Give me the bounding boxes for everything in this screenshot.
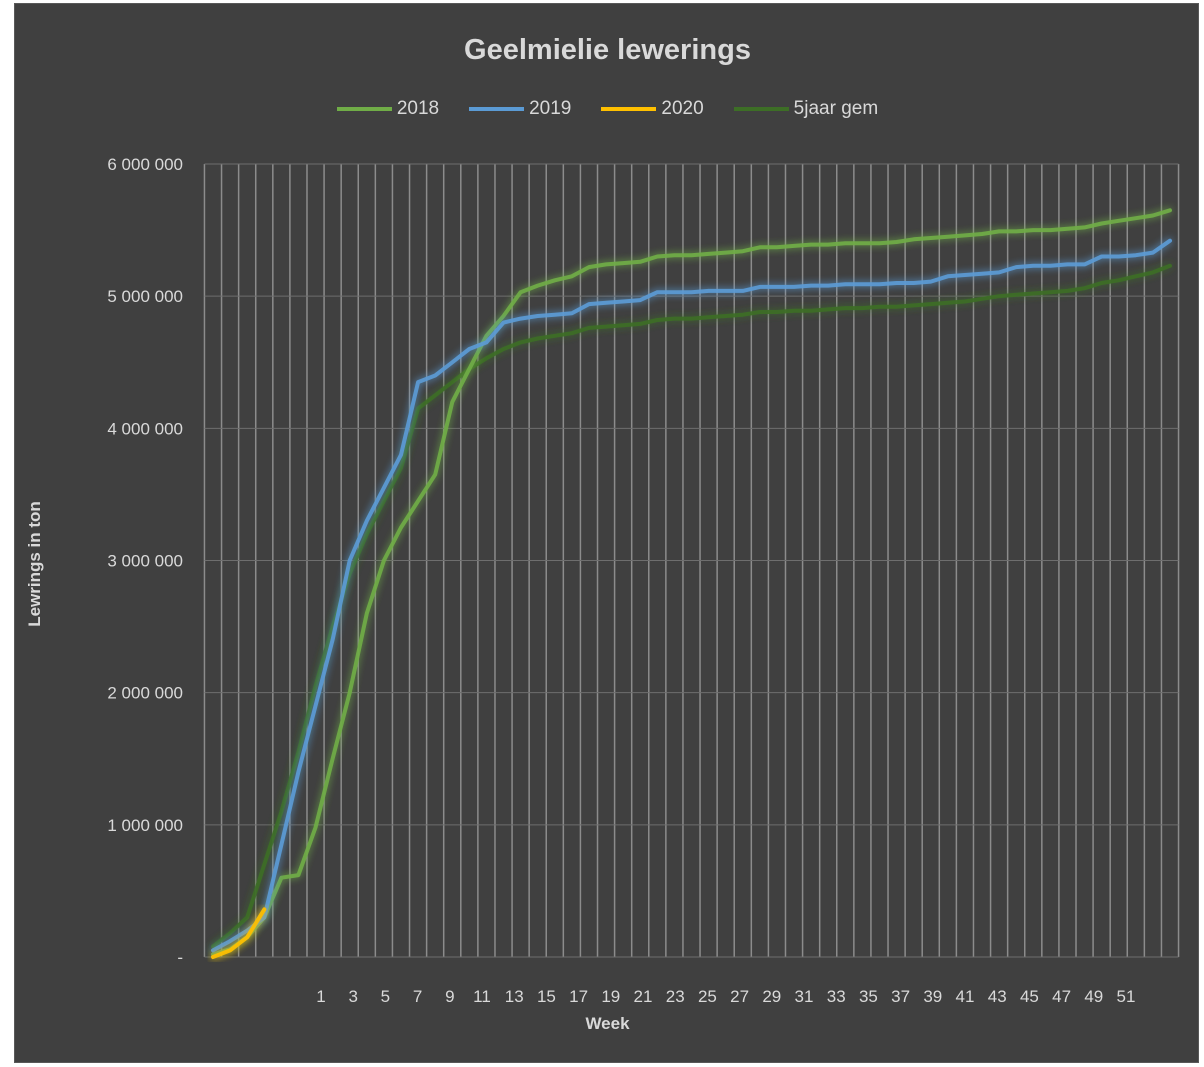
- x-tick-label: 33: [827, 987, 846, 1006]
- x-tick-label: 11: [473, 987, 491, 1006]
- legend-item-5jaar-gem: 5jaar gem: [733, 98, 879, 120]
- legend-swatch-2019: [469, 107, 525, 111]
- x-tick-label: 5: [381, 987, 390, 1006]
- legend-item-2019: 2019: [469, 98, 571, 120]
- x-tick-label: 7: [413, 987, 422, 1006]
- legend-label-5jaar-gem: 5jaar gem: [793, 98, 879, 119]
- series-line-2020: [211, 907, 267, 959]
- x-tick-label: 39: [923, 987, 942, 1006]
- x-tick-label: 23: [666, 987, 685, 1006]
- x-tick-label: 51: [1117, 987, 1136, 1006]
- x-tick-label: 45: [1020, 987, 1039, 1006]
- x-tick-label: 25: [698, 987, 717, 1006]
- x-tick-label: 41: [956, 987, 975, 1006]
- x-tick-label: 27: [730, 987, 749, 1006]
- legend-item-2020: 2020: [601, 98, 704, 120]
- legend-swatch-5jaar-gem: [733, 107, 789, 111]
- x-tick-label: 9: [445, 987, 454, 1006]
- legend-label-2018: 2018: [396, 98, 440, 119]
- x-tick-label: 21: [634, 987, 653, 1006]
- y-tick-label: 6 000 000: [107, 155, 183, 174]
- legend-label-2020: 2020: [661, 98, 704, 119]
- y-tick-label: 2 000 000: [107, 684, 183, 703]
- legend: 2018 2019 2020 5jaar gem: [15, 98, 1200, 120]
- series-line-5jaar-gem: [211, 263, 1172, 949]
- x-tick-label: 1: [316, 987, 325, 1006]
- x-tick-label: 37: [891, 987, 910, 1006]
- series-line-2018: [211, 208, 1172, 957]
- plot-area: - 1 000 000 2 000 000 3 000 000 4 000 000 5 0…: [107, 155, 1180, 1006]
- legend-label-2019: 2019: [529, 98, 572, 119]
- legend-swatch-2018: [336, 107, 392, 111]
- y-axis-label: Lewrings in ton: [25, 501, 44, 627]
- x-tick-label: 49: [1084, 987, 1103, 1006]
- y-tick-label: -: [177, 948, 183, 967]
- x-tick-label: 31: [795, 987, 814, 1006]
- legend-swatch-2020: [601, 107, 657, 111]
- chart-frame: Geelmielie lewerings 2018 2019 2020 5jaa…: [14, 3, 1199, 1063]
- x-axis-label: Week: [585, 1014, 630, 1033]
- x-tick-label: 35: [859, 987, 878, 1006]
- y-tick-label: 1 000 000: [107, 816, 183, 835]
- x-tick-label: 15: [537, 987, 556, 1006]
- x-tick-label: 43: [988, 987, 1007, 1006]
- legend-item-2018: 2018: [336, 98, 440, 120]
- x-tick-label: 13: [505, 987, 524, 1006]
- x-tick-label: 47: [1052, 987, 1071, 1006]
- x-tick-label: 3: [348, 987, 357, 1006]
- x-tick-label: 19: [601, 987, 620, 1006]
- y-tick-label: 5 000 000: [107, 287, 183, 306]
- y-tick-label: 4 000 000: [107, 419, 183, 438]
- x-tick-label: 29: [762, 987, 781, 1006]
- chart-title: Geelmielie lewerings: [464, 34, 751, 66]
- y-tick-label: 3 000 000: [107, 552, 183, 571]
- series-line-2019: [211, 238, 1172, 953]
- x-tick-label: 17: [569, 987, 588, 1006]
